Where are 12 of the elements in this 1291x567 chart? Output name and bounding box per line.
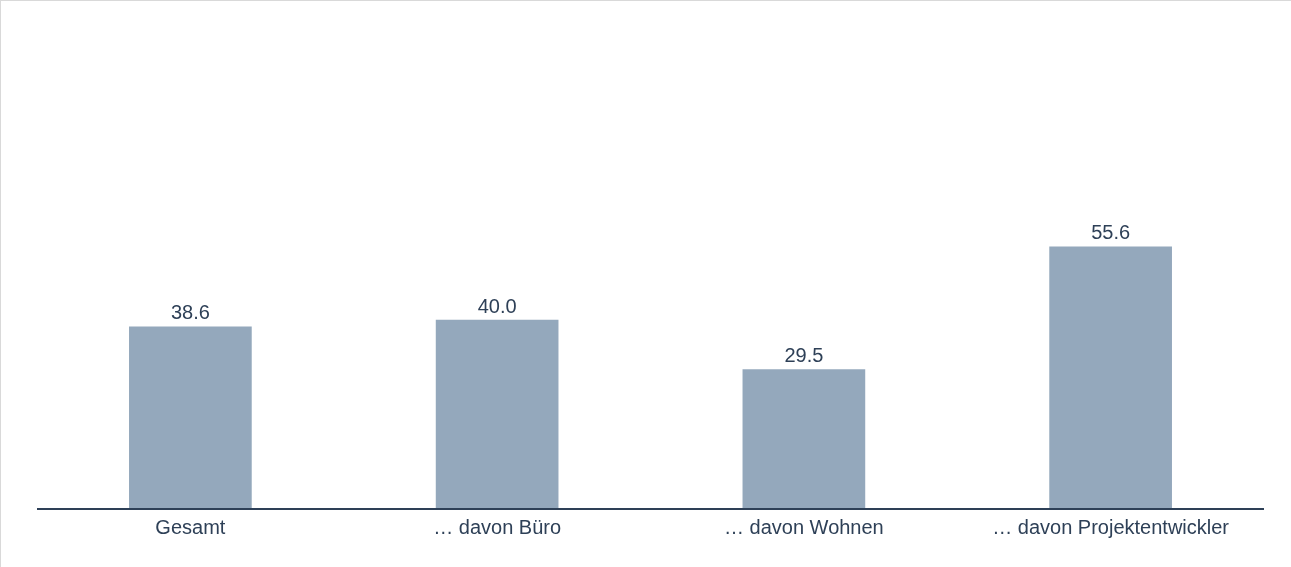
data-label: 29.5 <box>784 344 824 367</box>
data-label: 40.0 <box>477 294 517 317</box>
x-tick-label: … davon Büro <box>433 516 562 538</box>
data-label: 55.6 <box>1091 221 1131 244</box>
x-tick-label: … davon Wohnen <box>724 516 884 538</box>
x-tick-label: … davon Projektentwickler <box>992 516 1230 538</box>
bar <box>1049 246 1172 508</box>
data-label: 38.6 <box>170 301 210 324</box>
bar <box>435 319 559 508</box>
bar <box>742 369 866 508</box>
x-tick-label: Gesamt <box>155 516 226 538</box>
bar <box>129 326 252 508</box>
